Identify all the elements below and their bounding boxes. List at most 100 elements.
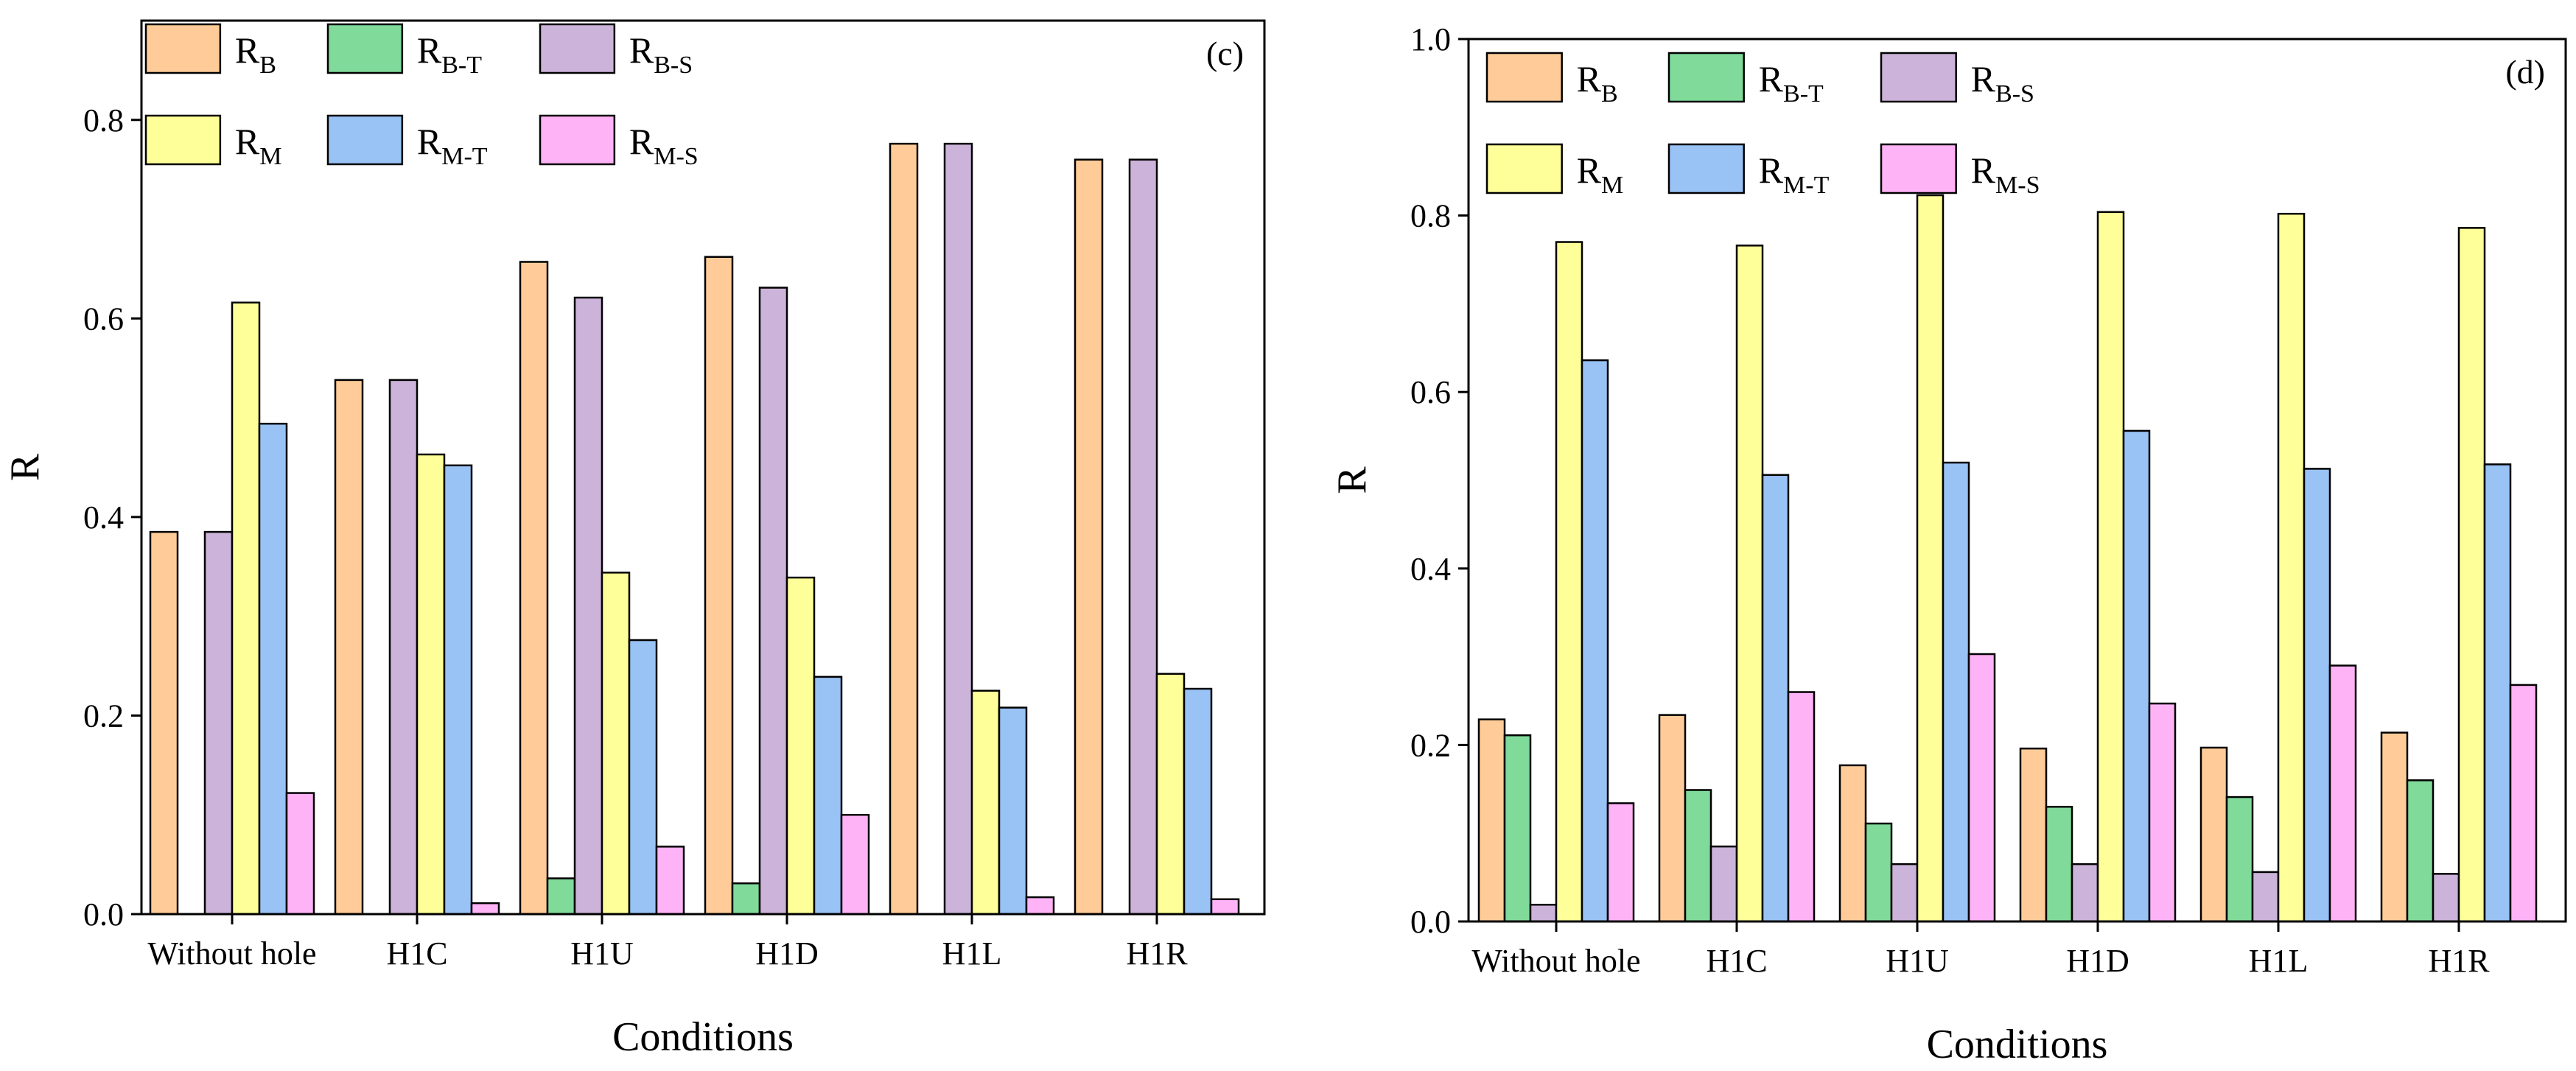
legend-label-sub: B-S bbox=[654, 52, 693, 79]
x-tick-label: H1C bbox=[1706, 943, 1767, 979]
panel-label: (d) bbox=[2505, 53, 2545, 91]
bar-b-h1d bbox=[704, 256, 734, 916]
bar-m-t-h1d bbox=[813, 675, 843, 916]
bar-m-t-h1c bbox=[1761, 474, 1790, 923]
legend-label-m-t: RM-T bbox=[417, 121, 488, 170]
y-tick-label: 0.0 bbox=[83, 896, 124, 933]
bar-m-h1r bbox=[1155, 673, 1186, 916]
y-tick-label: 0.8 bbox=[1410, 198, 1451, 234]
bar-m-h1c bbox=[1735, 245, 1764, 923]
bar-b-s-h1d bbox=[758, 287, 788, 916]
bar-b-h1c bbox=[1658, 714, 1687, 923]
bar-m-s-h1l bbox=[2328, 664, 2357, 923]
legend-label-main: R bbox=[629, 121, 654, 162]
legend-swatch-m-t bbox=[326, 114, 404, 166]
legend-label-sub: B-S bbox=[1995, 80, 2034, 108]
bar-m-s-h1u bbox=[1967, 653, 1996, 923]
bar-b-without-hole bbox=[1477, 718, 1506, 923]
y-tick-label: 0.2 bbox=[1410, 727, 1451, 763]
x-tick-label: H1C bbox=[386, 935, 447, 972]
legend-label-b-t: RB-T bbox=[417, 29, 482, 79]
legend-swatch-m-t bbox=[1667, 143, 1745, 194]
bar-b-h1d bbox=[2019, 747, 2048, 923]
x-tick-label: H1U bbox=[1886, 943, 1949, 979]
bar-b-h1u bbox=[519, 261, 549, 916]
bar-m-t-h1c bbox=[443, 464, 473, 916]
bar-b-t-h1r bbox=[2406, 779, 2435, 923]
bar-m-h1u bbox=[1916, 194, 1945, 923]
bar-b-s-h1u bbox=[1890, 863, 1919, 923]
bar-m-s-without-hole bbox=[285, 792, 315, 916]
bar-b-without-hole bbox=[149, 530, 179, 916]
x-tick-label: H1R bbox=[1126, 935, 1188, 972]
legend-label-b: RB bbox=[1577, 58, 1618, 108]
chart-panel-d: 0.0 0.2 0.4 0.6 0.8 1.0 Without hole H1C H1U H1D H… bbox=[1329, 21, 2567, 1067]
legend-label-sub: B bbox=[259, 52, 276, 79]
legend-swatch-m bbox=[1485, 143, 1563, 194]
legend-swatch-m-s bbox=[539, 114, 616, 166]
bar-m-t-h1l bbox=[2303, 468, 2331, 923]
bar-m-s-h1d bbox=[840, 813, 870, 916]
legend-label-b: RB bbox=[235, 29, 276, 79]
bar-b-h1r bbox=[2380, 731, 2409, 923]
bar-b-s-without-hole bbox=[203, 530, 234, 916]
x-tick-label: H1D bbox=[2066, 943, 2129, 979]
y-tick-label: 0.6 bbox=[1410, 374, 1451, 410]
bar-m-t-h1d bbox=[2122, 429, 2151, 923]
legend-label-main: R bbox=[629, 29, 654, 71]
legend-label-b-t: RB-T bbox=[1759, 58, 1824, 108]
legend-label-b-s: RB-S bbox=[1971, 58, 2034, 108]
x-tick-label: H1D bbox=[755, 935, 819, 972]
legend-label-main: R bbox=[235, 121, 260, 162]
bar-b-h1l bbox=[2199, 746, 2228, 923]
legend-label-sub: B-T bbox=[1783, 80, 1824, 108]
legend-swatch-b-s bbox=[539, 23, 616, 74]
legend-label-sub: M-S bbox=[1995, 172, 2040, 199]
bar-b-t-h1u bbox=[1864, 822, 1893, 923]
bar-m-s-h1d bbox=[2148, 702, 2177, 923]
y-tick-label: 0.8 bbox=[83, 102, 124, 138]
bar-m-h1l bbox=[2277, 212, 2306, 923]
legend-label-main: R bbox=[1577, 58, 1602, 99]
legend-label-sub: M-S bbox=[654, 143, 698, 170]
x-axis-title: Conditions bbox=[1927, 1022, 2108, 1067]
legend-swatch-b-t bbox=[1667, 52, 1745, 103]
bar-b-h1u bbox=[1838, 764, 1867, 923]
legend-label-sub: M bbox=[1601, 172, 1623, 199]
bar-m-s-without-hole bbox=[1606, 802, 1635, 923]
bar-m-without-hole bbox=[231, 301, 261, 916]
x-tick-label: H1U bbox=[570, 935, 634, 972]
legend-label-sub: B-T bbox=[441, 52, 482, 79]
legend-swatch-b bbox=[144, 23, 222, 74]
bar-m-without-hole bbox=[1555, 241, 1583, 923]
bar-b-t-h1u bbox=[546, 877, 576, 916]
bar-m-h1d bbox=[2096, 211, 2125, 923]
panel-label: (c) bbox=[1206, 35, 1244, 72]
x-tick-label: H1L bbox=[942, 935, 1002, 972]
bar-b-s-without-hole bbox=[1529, 903, 1558, 923]
legend-label-m-s: RM-S bbox=[1971, 150, 2040, 199]
bar-b-s-h1u bbox=[573, 296, 603, 916]
bar-b-t-h1d bbox=[731, 882, 761, 916]
legend-label-main: R bbox=[235, 29, 260, 71]
bar-m-t-without-hole bbox=[1581, 359, 1609, 923]
bar-b-s-h1r bbox=[2432, 873, 2460, 923]
legend-label-main: R bbox=[1759, 58, 1784, 99]
y-axis-title: R bbox=[2, 453, 48, 481]
legend-swatch-b-t bbox=[326, 23, 404, 74]
legend-label-m: RM bbox=[1577, 150, 1624, 199]
legend-label-b-s: RB-S bbox=[629, 29, 693, 79]
bar-m-h1r bbox=[2457, 227, 2486, 923]
legend-label-sub: M-T bbox=[1783, 172, 1830, 199]
legend-label-main: R bbox=[417, 121, 442, 162]
bar-b-h1r bbox=[1074, 158, 1104, 916]
y-tick-label: 0.2 bbox=[83, 698, 124, 734]
bar-b-s-h1l bbox=[943, 142, 973, 916]
legend: RB RB-T RB-SRM RM-T RM-S bbox=[144, 23, 699, 170]
chart-panel-c: 0.0 0.2 0.4 0.6 0.8 Without hole H1C H1U H1D H1L H… bbox=[2, 19, 1266, 1060]
bar-m-s-h1c bbox=[1787, 691, 1816, 923]
plot-frame bbox=[1467, 38, 2567, 923]
y-tick-label: 0.6 bbox=[83, 301, 124, 337]
bar-m-h1u bbox=[601, 572, 631, 916]
